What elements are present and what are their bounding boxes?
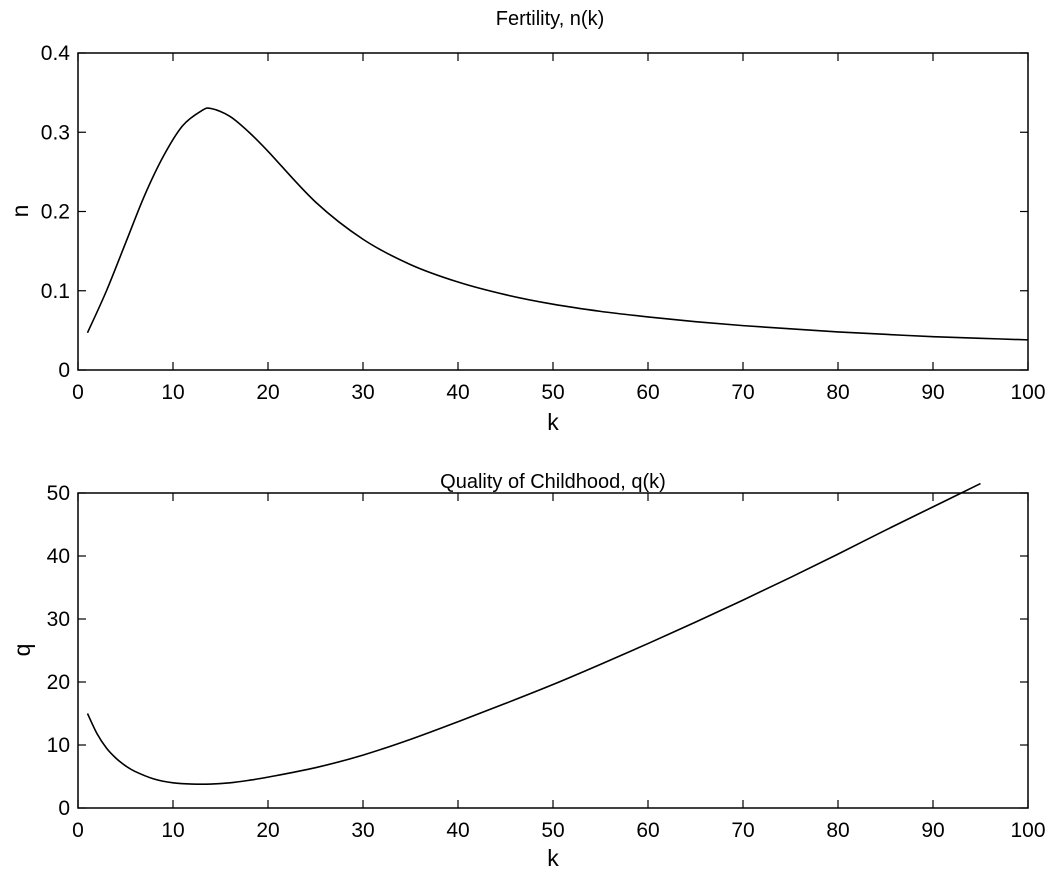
- fertility-x-axis-label: k: [547, 409, 559, 435]
- quality-x-ticks: 0 10 20 30 40 50 60 70 80 90 100: [72, 493, 1046, 842]
- quality-panel: Quality of Childhood, q(k) 0 10 20 30 40 50 60…: [9, 471, 1046, 871]
- fertility-x-tick-label: 20: [256, 381, 279, 404]
- fertility-y-tick-label: 0.2: [41, 201, 70, 224]
- quality-x-tick-label: 50: [541, 819, 564, 842]
- fertility-x-tick-label: 10: [161, 381, 184, 404]
- fertility-y-axis-label: n: [7, 205, 33, 218]
- quality-plot-area: [77, 492, 1029, 809]
- fertility-y-tick-label: 0.4: [41, 42, 71, 65]
- quality-x-tick-label: 90: [921, 819, 944, 842]
- fertility-y-tick-label: 0.3: [41, 121, 70, 144]
- quality-x-tick-label: 20: [256, 819, 279, 842]
- quality-x-tick-label: 80: [826, 819, 849, 842]
- fertility-plot-area: [77, 52, 1029, 371]
- fertility-x-tick-label: 50: [541, 381, 564, 404]
- quality-x-tick-label: 70: [731, 819, 754, 842]
- quality-y-axis-label: q: [9, 644, 35, 657]
- quality-chart-title: Quality of Childhood, q(k): [440, 471, 666, 493]
- fertility-x-tick-label: 80: [826, 381, 849, 404]
- quality-x-tick-label: 100: [1010, 819, 1045, 842]
- fertility-curve: [86, 107, 1029, 341]
- fertility-x-tick-label: 40: [446, 381, 469, 404]
- fertility-x-tick-label: 0: [72, 381, 84, 404]
- fertility-x-tick-label: 30: [351, 381, 374, 404]
- quality-y-tick-label: 50: [47, 482, 70, 505]
- quality-x-tick-label: 60: [636, 819, 659, 842]
- quality-x-tick-label: 10: [161, 819, 184, 842]
- quality-y-tick-label: 0: [58, 797, 70, 820]
- quality-x-tick-label: 30: [351, 819, 374, 842]
- fertility-y-tick-label: 0: [58, 359, 70, 382]
- quality-y-tick-label: 20: [47, 671, 70, 694]
- fertility-x-tick-label: 100: [1010, 381, 1045, 404]
- quality-x-tick-label: 40: [446, 819, 469, 842]
- fertility-panel: Fertility, n(k) 0 10 20 30 40 50 60 70 80 90 100 0…: [7, 8, 1046, 435]
- fertility-y-ticks: 0 0.1 0.2 0.3 0.4: [41, 42, 1028, 382]
- quality-x-tick-label: 0: [72, 819, 84, 842]
- quality-x-axis-label: k: [547, 845, 559, 871]
- fertility-x-tick-label: 90: [921, 381, 944, 404]
- fertility-chart-title: Fertility, n(k): [496, 8, 605, 30]
- quality-y-tick-label: 30: [47, 608, 70, 631]
- fertility-x-tick-label: 60: [636, 381, 659, 404]
- quality-y-ticks: 0 10 20 30 40 50: [47, 482, 1028, 820]
- fertility-y-tick-label: 0.1: [41, 280, 70, 303]
- quality-y-tick-label: 40: [47, 545, 70, 568]
- fertility-x-tick-label: 70: [731, 381, 754, 404]
- quality-y-tick-label: 10: [47, 734, 70, 757]
- quality-curve: [86, 482, 981, 786]
- fertility-x-ticks: 0 10 20 30 40 50 60 70 80 90 100: [72, 53, 1046, 404]
